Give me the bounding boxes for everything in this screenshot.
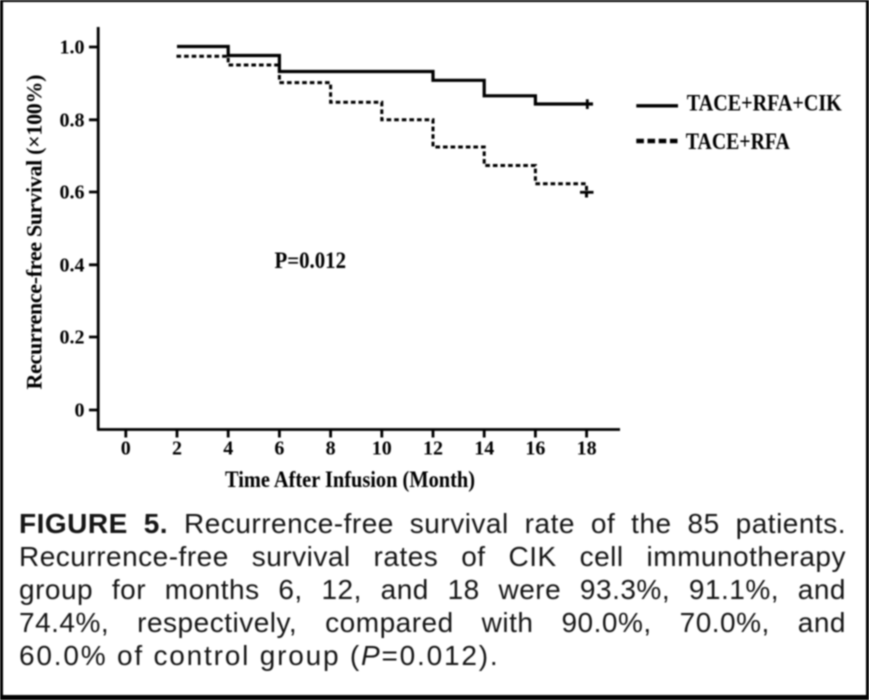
svg-text:1.0: 1.0 — [60, 37, 85, 59]
svg-text:6: 6 — [274, 438, 284, 460]
svg-text:Time After Infusion (Month): Time After Infusion (Month) — [225, 467, 475, 492]
svg-text:14: 14 — [474, 438, 494, 460]
svg-text:8: 8 — [326, 438, 336, 460]
svg-text:10: 10 — [372, 438, 392, 460]
svg-text:0.2: 0.2 — [60, 327, 85, 349]
svg-text:4: 4 — [223, 438, 233, 460]
svg-text:0.8: 0.8 — [60, 110, 85, 132]
svg-text:0.4: 0.4 — [60, 255, 85, 277]
svg-text:2: 2 — [172, 438, 182, 460]
svg-text:P=0.012: P=0.012 — [275, 248, 347, 273]
svg-text:18: 18 — [577, 438, 597, 460]
svg-text:TACE+RFA+CIK: TACE+RFA+CIK — [687, 91, 842, 116]
svg-text:0: 0 — [121, 438, 131, 460]
svg-text:0.6: 0.6 — [60, 182, 85, 204]
svg-text:Recurrence-free Survival (×100: Recurrence-free Survival (×100%) — [22, 75, 47, 390]
svg-text:0: 0 — [75, 400, 85, 422]
svg-text:12: 12 — [423, 438, 443, 460]
svg-text:TACE+RFA: TACE+RFA — [686, 129, 790, 154]
svg-text:16: 16 — [525, 438, 545, 460]
